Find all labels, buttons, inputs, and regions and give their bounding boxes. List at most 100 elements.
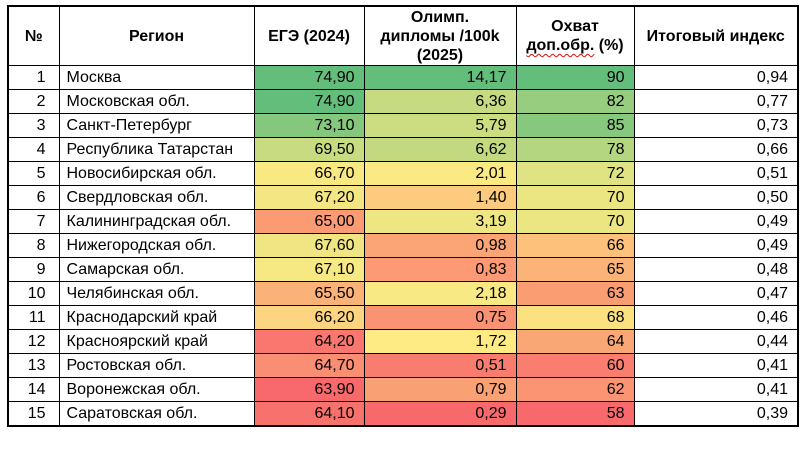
final-index-cell[interactable]: 0,73 xyxy=(633,113,799,138)
ege-score-cell[interactable]: 64,20 xyxy=(253,329,365,354)
coverage-cell[interactable]: 72 xyxy=(515,161,635,186)
ege-score-cell[interactable]: 66,70 xyxy=(253,161,365,186)
coverage-cell[interactable]: 62 xyxy=(515,377,635,402)
coverage-cell[interactable]: 64 xyxy=(515,329,635,354)
olymp-diplomas-cell[interactable]: 1,40 xyxy=(363,185,517,210)
region-cell[interactable]: Нижегородская обл. xyxy=(58,233,255,258)
final-index-cell[interactable]: 0,50 xyxy=(633,185,799,210)
final-index-cell[interactable]: 0,49 xyxy=(633,233,799,258)
ege-score-cell[interactable]: 67,20 xyxy=(253,185,365,210)
coverage-cell[interactable]: 85 xyxy=(515,113,635,138)
region-cell[interactable]: Челябинская обл. xyxy=(58,281,255,306)
ege-score-cell[interactable]: 64,10 xyxy=(253,401,365,427)
row-number-cell[interactable]: 10 xyxy=(7,281,60,306)
region-cell[interactable]: Краснодарский край xyxy=(58,305,255,330)
final-index-cell[interactable]: 0,77 xyxy=(633,89,799,114)
row-number-cell[interactable]: 14 xyxy=(7,377,60,402)
row-number-cell[interactable]: 8 xyxy=(7,233,60,258)
ege-score-cell[interactable]: 66,20 xyxy=(253,305,365,330)
coverage-cell[interactable]: 63 xyxy=(515,281,635,306)
header-cell-olymp[interactable]: Олимп. дипломы /100k (2025) xyxy=(363,5,517,66)
coverage-cell[interactable]: 66 xyxy=(515,233,635,258)
coverage-cell[interactable]: 70 xyxy=(515,185,635,210)
final-index-cell[interactable]: 0,44 xyxy=(633,329,799,354)
coverage-cell[interactable]: 68 xyxy=(515,305,635,330)
ege-score-cell[interactable]: 63,90 xyxy=(253,377,365,402)
olymp-diplomas-cell[interactable]: 0,75 xyxy=(363,305,517,330)
olymp-diplomas-cell[interactable]: 14,17 xyxy=(363,65,517,90)
row-number-cell[interactable]: 6 xyxy=(7,185,60,210)
ege-score-cell[interactable]: 67,60 xyxy=(253,233,365,258)
ege-score-cell[interactable]: 65,00 xyxy=(253,209,365,234)
olymp-diplomas-cell[interactable]: 0,98 xyxy=(363,233,517,258)
region-cell[interactable]: Новосибирская обл. xyxy=(58,161,255,186)
row-number-cell[interactable]: 2 xyxy=(7,89,60,114)
region-cell[interactable]: Красноярский край xyxy=(58,329,255,354)
row-number-cell[interactable]: 13 xyxy=(7,353,60,378)
header-cell-coverage[interactable]: Охват доп.обр. (%) xyxy=(515,5,635,66)
region-cell[interactable]: Республика Татарстан xyxy=(58,137,255,162)
row-number-cell[interactable]: 5 xyxy=(7,161,60,186)
ege-score-cell[interactable]: 69,50 xyxy=(253,137,365,162)
final-index-cell[interactable]: 0,66 xyxy=(633,137,799,162)
header-cell-final-index[interactable]: Итоговый индекс xyxy=(633,5,799,66)
coverage-cell[interactable]: 65 xyxy=(515,257,635,282)
coverage-cell[interactable]: 90 xyxy=(515,65,635,90)
region-cell[interactable]: Калининградская обл. xyxy=(58,209,255,234)
region-cell[interactable]: Ростовская обл. xyxy=(58,353,255,378)
olymp-diplomas-cell[interactable]: 5,79 xyxy=(363,113,517,138)
ege-score-cell[interactable]: 65,50 xyxy=(253,281,365,306)
header-cell-region[interactable]: Регион xyxy=(58,5,255,66)
ege-score-cell[interactable]: 74,90 xyxy=(253,89,365,114)
olymp-diplomas-cell[interactable]: 0,79 xyxy=(363,377,517,402)
olymp-diplomas-cell[interactable]: 2,01 xyxy=(363,161,517,186)
region-cell[interactable]: Саратовская обл. xyxy=(58,401,255,427)
olymp-diplomas-cell[interactable]: 1,72 xyxy=(363,329,517,354)
coverage-cell[interactable]: 58 xyxy=(515,401,635,427)
row-number-cell[interactable]: 7 xyxy=(7,209,60,234)
row-number-cell[interactable]: 15 xyxy=(7,401,60,427)
ege-score-cell[interactable]: 67,10 xyxy=(253,257,365,282)
olymp-diplomas-cell[interactable]: 2,18 xyxy=(363,281,517,306)
olymp-diplomas-cell[interactable]: 0,51 xyxy=(363,353,517,378)
table-row: 4 Республика Татарстан 69,50 6,62 78 0,66 xyxy=(7,137,799,162)
final-index-cell[interactable]: 0,46 xyxy=(633,305,799,330)
row-number-cell[interactable]: 1 xyxy=(7,65,60,90)
region-cell[interactable]: Санкт-Петербург xyxy=(58,113,255,138)
olymp-diplomas-cell[interactable]: 0,29 xyxy=(363,401,517,427)
table-row: 2 Московская обл. 74,90 6,36 82 0,77 xyxy=(7,89,799,114)
final-index-cell[interactable]: 0,41 xyxy=(633,377,799,402)
row-number-cell[interactable]: 3 xyxy=(7,113,60,138)
header-cell-ege[interactable]: ЕГЭ (2024) xyxy=(253,5,365,66)
row-number-cell[interactable]: 12 xyxy=(7,329,60,354)
header-olymp-line1: Олимп. xyxy=(410,8,470,26)
ege-score-cell[interactable]: 74,90 xyxy=(253,65,365,90)
header-cell-number[interactable]: № xyxy=(7,5,60,66)
row-number-cell[interactable]: 4 xyxy=(7,137,60,162)
final-index-cell[interactable]: 0,41 xyxy=(633,353,799,378)
final-index-cell[interactable]: 0,48 xyxy=(633,257,799,282)
final-index-cell[interactable]: 0,49 xyxy=(633,209,799,234)
olymp-diplomas-cell[interactable]: 6,36 xyxy=(363,89,517,114)
coverage-cell[interactable]: 82 xyxy=(515,89,635,114)
region-cell[interactable]: Воронежская обл. xyxy=(58,377,255,402)
final-index-cell[interactable]: 0,51 xyxy=(633,161,799,186)
ege-score-cell[interactable]: 64,70 xyxy=(253,353,365,378)
region-cell[interactable]: Свердловская обл. xyxy=(58,185,255,210)
table-row: 5 Новосибирская обл. 66,70 2,01 72 0,51 xyxy=(7,161,799,186)
final-index-cell[interactable]: 0,94 xyxy=(633,65,799,90)
ege-score-cell[interactable]: 73,10 xyxy=(253,113,365,138)
row-number-cell[interactable]: 11 xyxy=(7,305,60,330)
coverage-cell[interactable]: 60 xyxy=(515,353,635,378)
olymp-diplomas-cell[interactable]: 0,83 xyxy=(363,257,517,282)
olymp-diplomas-cell[interactable]: 3,19 xyxy=(363,209,517,234)
coverage-cell[interactable]: 78 xyxy=(515,137,635,162)
final-index-cell[interactable]: 0,39 xyxy=(633,401,799,427)
final-index-cell[interactable]: 0,47 xyxy=(633,281,799,306)
region-cell[interactable]: Москва xyxy=(58,65,255,90)
region-cell[interactable]: Московская обл. xyxy=(58,89,255,114)
region-cell[interactable]: Самарская обл. xyxy=(58,257,255,282)
olymp-diplomas-cell[interactable]: 6,62 xyxy=(363,137,517,162)
row-number-cell[interactable]: 9 xyxy=(7,257,60,282)
coverage-cell[interactable]: 70 xyxy=(515,209,635,234)
